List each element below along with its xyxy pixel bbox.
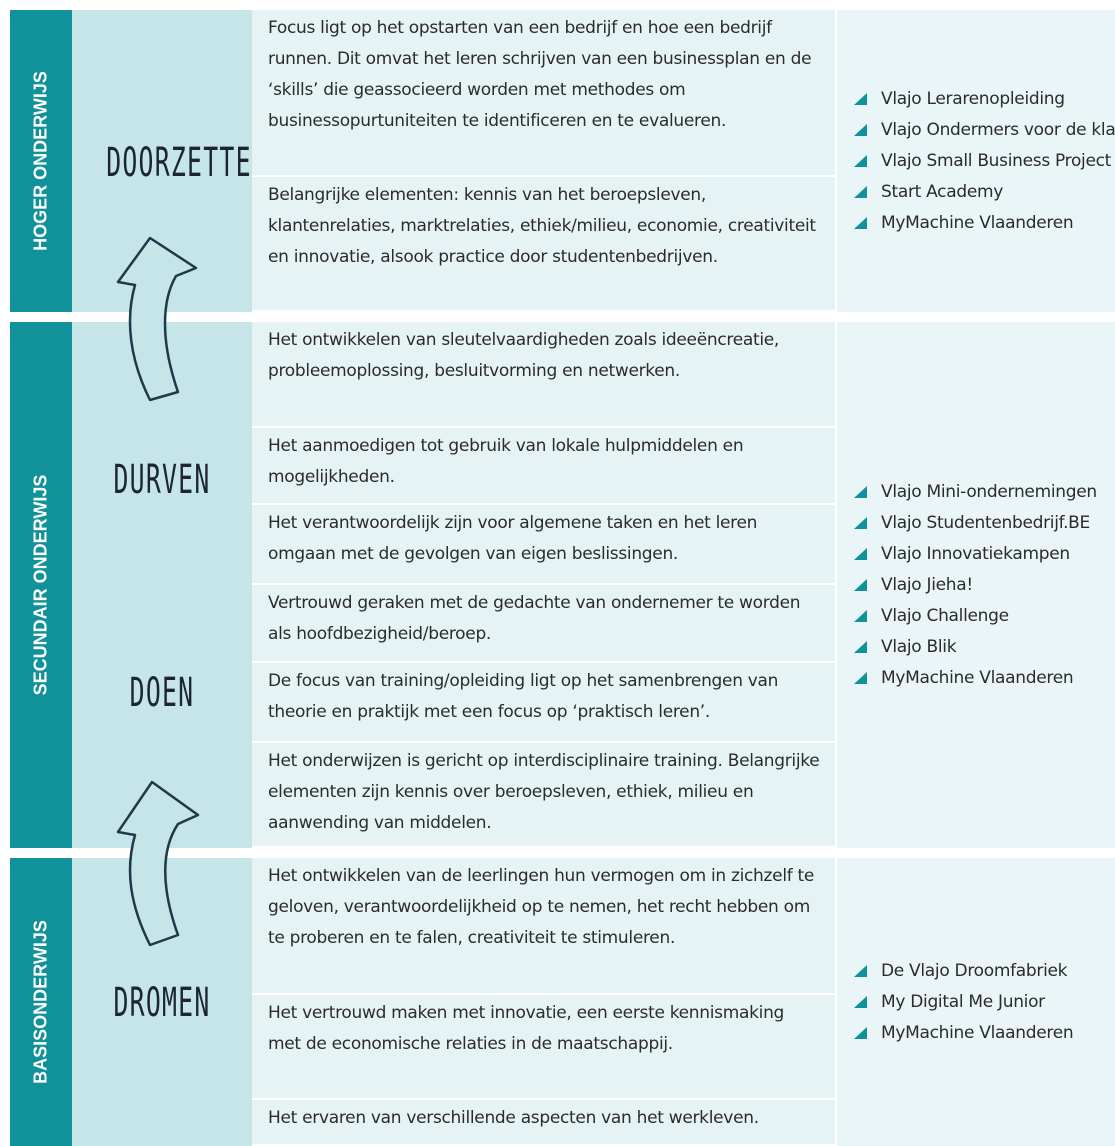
- program-item: Vlajo Jieha!: [837, 570, 1115, 601]
- program-name: Vlajo Studentenbedrijf.BE: [881, 512, 1090, 533]
- bullet: [854, 485, 867, 498]
- bullet: [854, 516, 867, 529]
- bullet: [854, 216, 867, 229]
- level-band: BASISONDERWIJS: [10, 858, 72, 1146]
- level-band: HOGER ONDERWIJS: [10, 10, 72, 312]
- program-item: Vlajo Innovatiekampen: [837, 539, 1115, 570]
- description-cell: Vertrouwd geraken met de gedachte van on…: [252, 585, 835, 663]
- program-item: Vlajo Ondermers voor de klas: [837, 115, 1115, 146]
- description-cell: De focus van training/opleiding ligt op …: [252, 663, 835, 743]
- stage-word: DOEN: [129, 670, 195, 716]
- description-cell: Het ontwikkelen van sleutelvaardigheden …: [252, 322, 835, 428]
- program-list: De Vlajo Droomfabriek My Digital Me Junio…: [837, 858, 1115, 1146]
- bullet: [854, 154, 867, 167]
- program-item: Vlajo Studentenbedrijf.BE: [837, 508, 1115, 539]
- program-item: Vlajo Lerarenopleiding: [837, 84, 1115, 115]
- program-item: Vlajo Challenge: [837, 601, 1115, 632]
- bullet: [854, 640, 867, 653]
- description-cell: Belangrijke elementen: kennis van het be…: [252, 177, 835, 312]
- description-cell: Het ontwikkelen van de leerlingen hun ve…: [252, 858, 835, 995]
- program-name: Vlajo Innovatiekampen: [881, 543, 1070, 564]
- description-cell: Het onderwijzen is gericht op interdisci…: [252, 743, 835, 848]
- program-item: MyMachine Vlaanderen: [837, 208, 1115, 239]
- bullet: [854, 547, 867, 560]
- bullet: [854, 609, 867, 622]
- program-name: My Digital Me Junior: [881, 991, 1045, 1012]
- program-list: Vlajo Lerarenopleiding Vlajo Ondermers vo…: [837, 10, 1115, 312]
- bullet: [854, 1026, 867, 1039]
- description-cell: Het verantwoordelijk zijn voor algemene …: [252, 505, 835, 585]
- program-item: Vlajo Mini-ondernemingen: [837, 477, 1115, 508]
- program-item: Vlajo Small Business Project: [837, 146, 1115, 177]
- program-name: Vlajo Jieha!: [881, 574, 973, 595]
- program-item: MyMachine Vlaanderen: [837, 1018, 1115, 1049]
- program-name: Start Academy: [881, 181, 1003, 202]
- bullet: [854, 123, 867, 136]
- bullet: [854, 185, 867, 198]
- program-name: Vlajo Small Business Project: [881, 150, 1112, 171]
- program-name: Vlajo Blik: [881, 636, 957, 657]
- level-band: SECUNDAIR ONDERWIJS: [10, 322, 72, 848]
- description-cell: Focus ligt op het opstarten van een bedr…: [252, 10, 835, 177]
- bullet: [854, 578, 867, 591]
- stage-word: DROMEN: [113, 980, 211, 1026]
- program-item: Vlajo Blik: [837, 632, 1115, 663]
- program-item: My Digital Me Junior: [837, 987, 1115, 1018]
- bullet: [854, 671, 867, 684]
- description-cell: Het ervaren van verschillende aspecten v…: [252, 1100, 835, 1146]
- program-name: Vlajo Mini-ondernemingen: [881, 481, 1097, 502]
- program-item: MyMachine Vlaanderen: [837, 663, 1115, 694]
- program-name: Vlajo Ondermers voor de klas: [881, 119, 1115, 140]
- bullet: [854, 995, 867, 1008]
- program-item: De Vlajo Droomfabriek: [837, 956, 1115, 987]
- program-item: Start Academy: [837, 177, 1115, 208]
- program-name: De Vlajo Droomfabriek: [881, 960, 1068, 981]
- program-name: Vlajo Challenge: [881, 605, 1009, 626]
- stage-word: DURVEN: [113, 457, 211, 503]
- program-list: Vlajo Mini-ondernemingen Vlajo Studentenb…: [837, 322, 1115, 848]
- program-name: MyMachine Vlaanderen: [881, 1022, 1074, 1043]
- program-name: MyMachine Vlaanderen: [881, 667, 1074, 688]
- description-cell: Het vertrouwd maken met innovatie, een e…: [252, 995, 835, 1100]
- description-cell: Het aanmoedigen tot gebruik van lokale h…: [252, 428, 835, 505]
- bullet: [854, 92, 867, 105]
- program-name: Vlajo Lerarenopleiding: [881, 88, 1065, 109]
- stage-column: [72, 322, 252, 848]
- bullet: [854, 964, 867, 977]
- program-name: MyMachine Vlaanderen: [881, 212, 1074, 233]
